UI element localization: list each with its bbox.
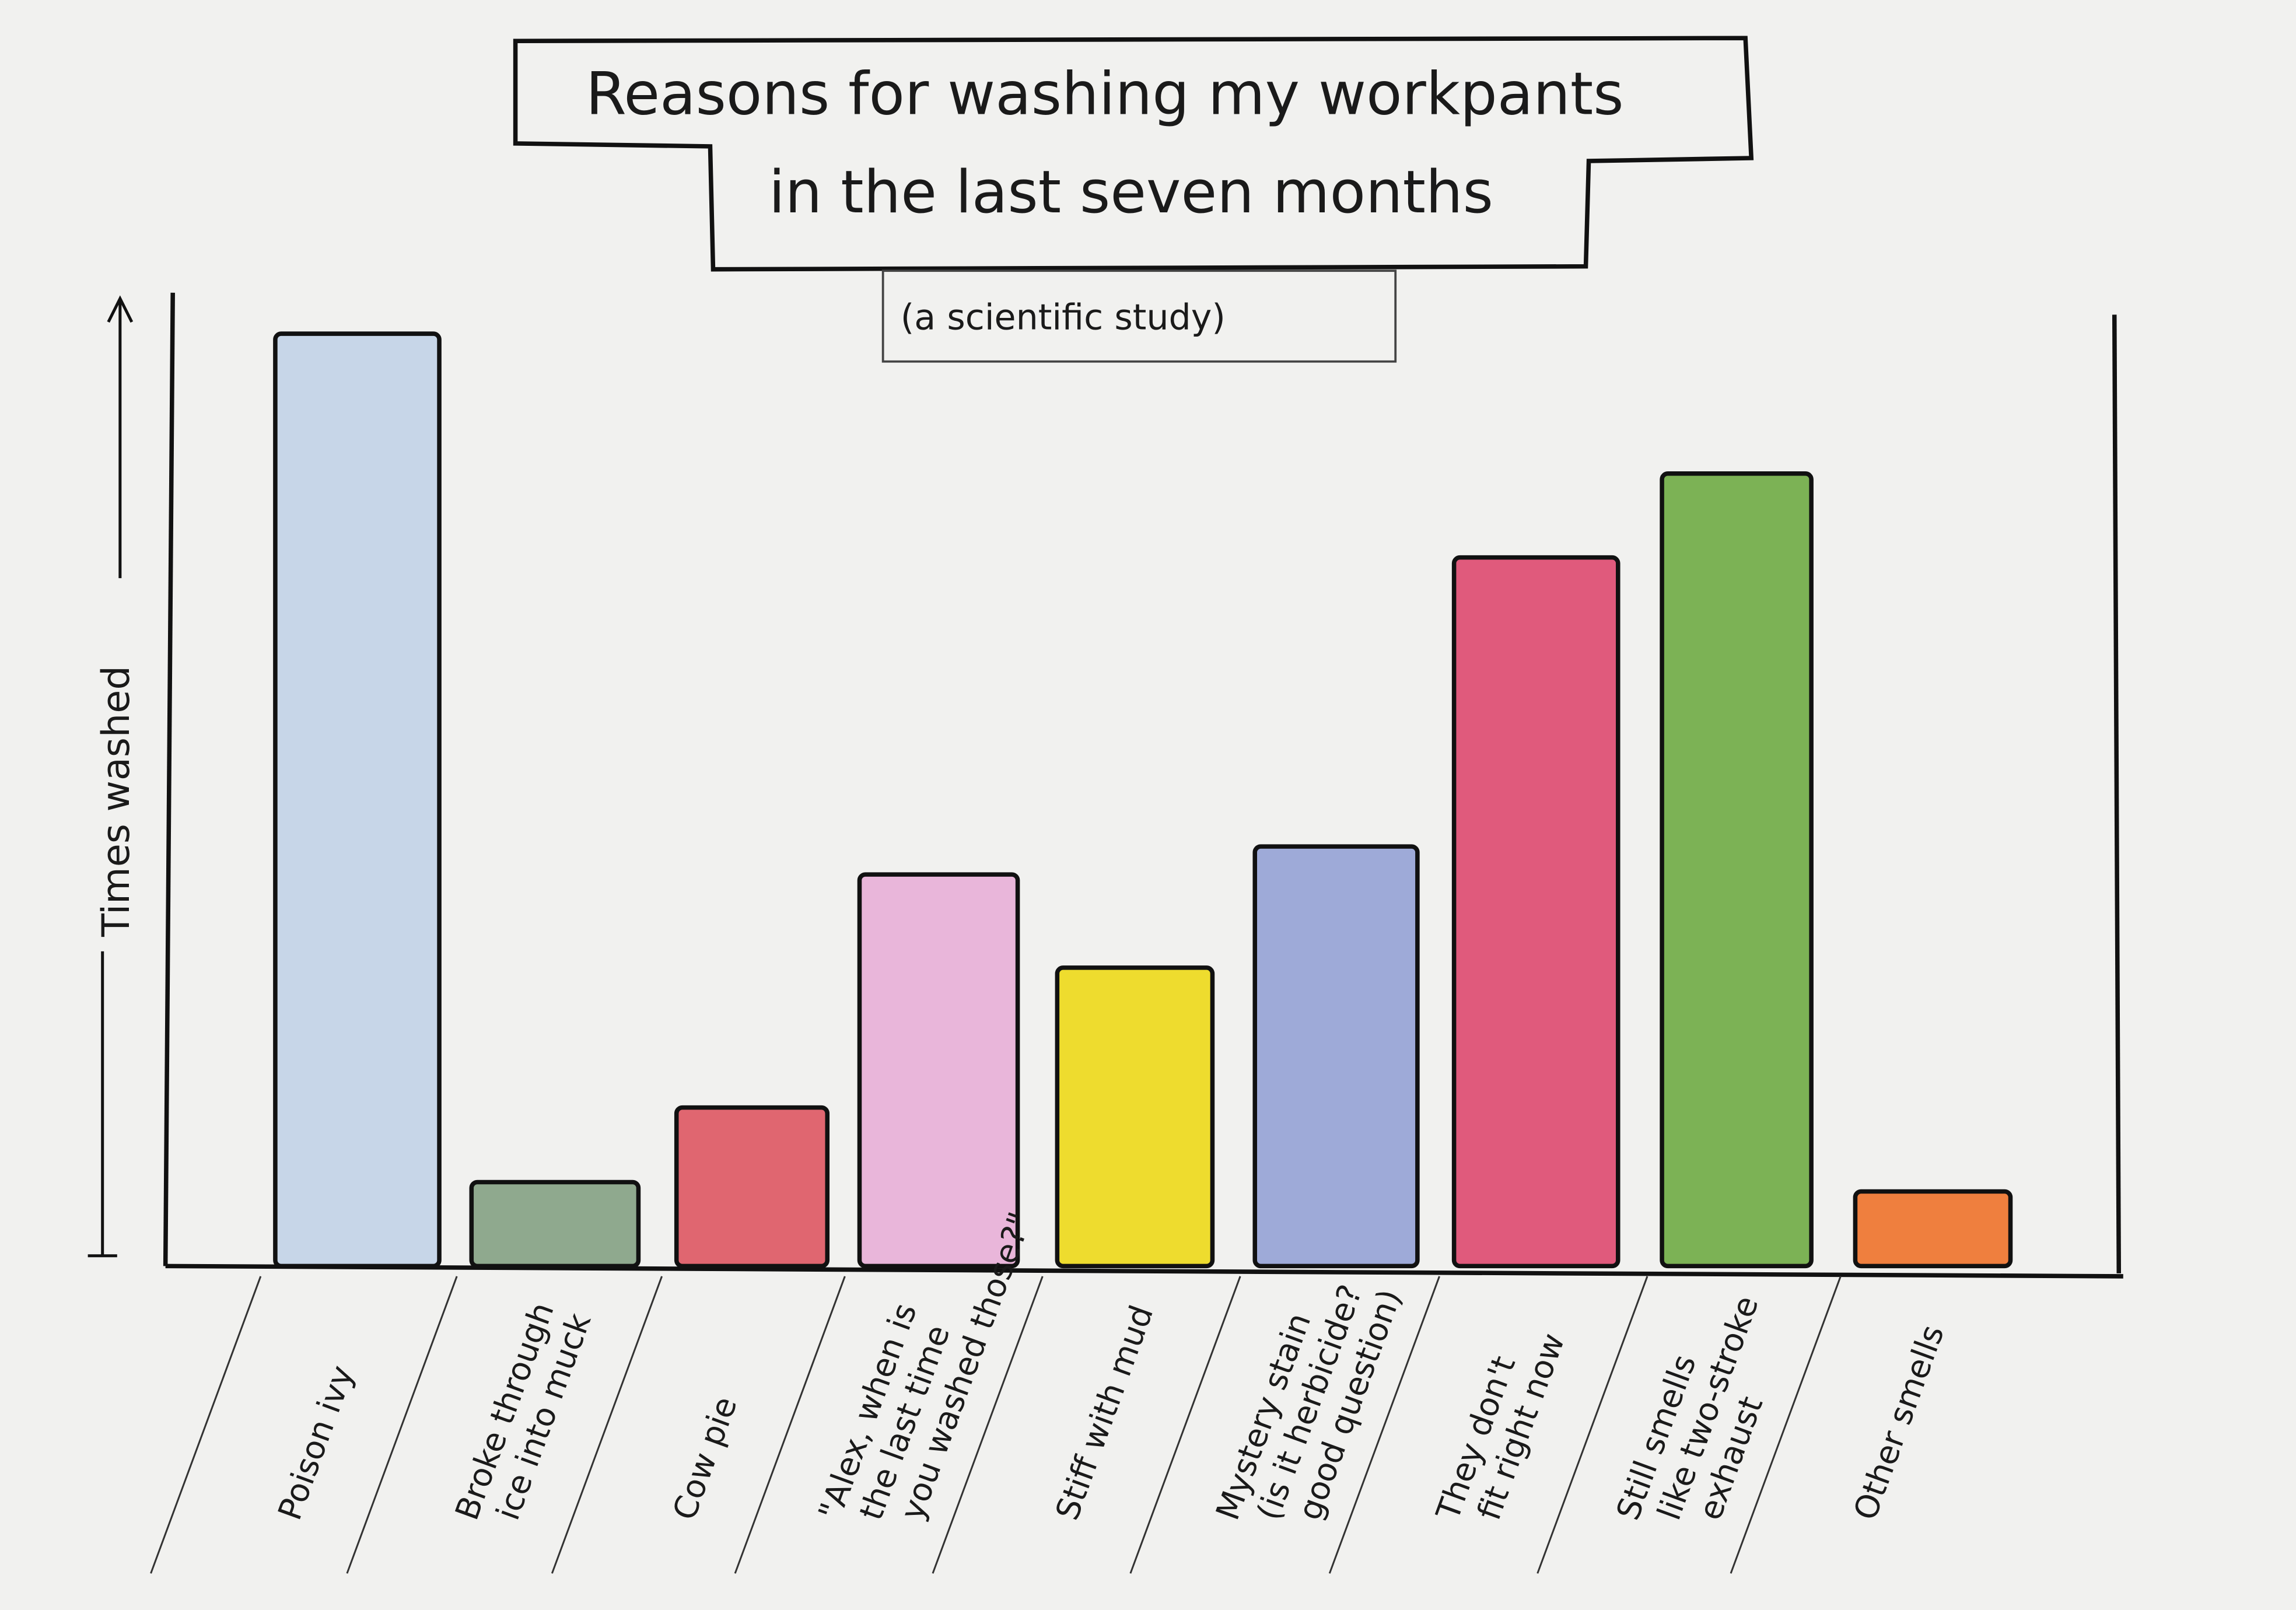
bar-0 <box>273 331 442 1269</box>
label-divider <box>346 1276 458 1574</box>
chart-title-line1: Reasons for washing my workpants <box>586 60 1623 128</box>
label-divider <box>932 1276 1044 1574</box>
bar-8 <box>1853 1189 2013 1269</box>
label-divider <box>734 1276 846 1574</box>
label-divider <box>1536 1276 1648 1574</box>
right-border <box>2112 314 2122 1273</box>
bar-6 <box>1451 555 1620 1269</box>
label-divider <box>150 1276 262 1574</box>
label-divider <box>1730 1276 1842 1574</box>
arrow-up-icon <box>107 295 134 323</box>
label-divider <box>1129 1276 1241 1574</box>
bar-3 <box>857 872 1020 1269</box>
chart-title-line2: in the last seven months <box>769 158 1493 226</box>
label-divider <box>1328 1276 1440 1574</box>
y-axis-label: Times washed <box>94 666 138 937</box>
bar-1 <box>469 1180 641 1269</box>
chart-subtitle: (a scientific study) <box>901 298 1226 338</box>
y-axis <box>163 292 175 1266</box>
bar-4 <box>1055 965 1215 1269</box>
label-divider <box>551 1276 663 1574</box>
bar-5 <box>1252 844 1420 1269</box>
title-box <box>513 36 1754 272</box>
bar-2 <box>674 1105 830 1269</box>
bar-7 <box>1660 471 1814 1269</box>
subtitle-box <box>881 270 1397 363</box>
